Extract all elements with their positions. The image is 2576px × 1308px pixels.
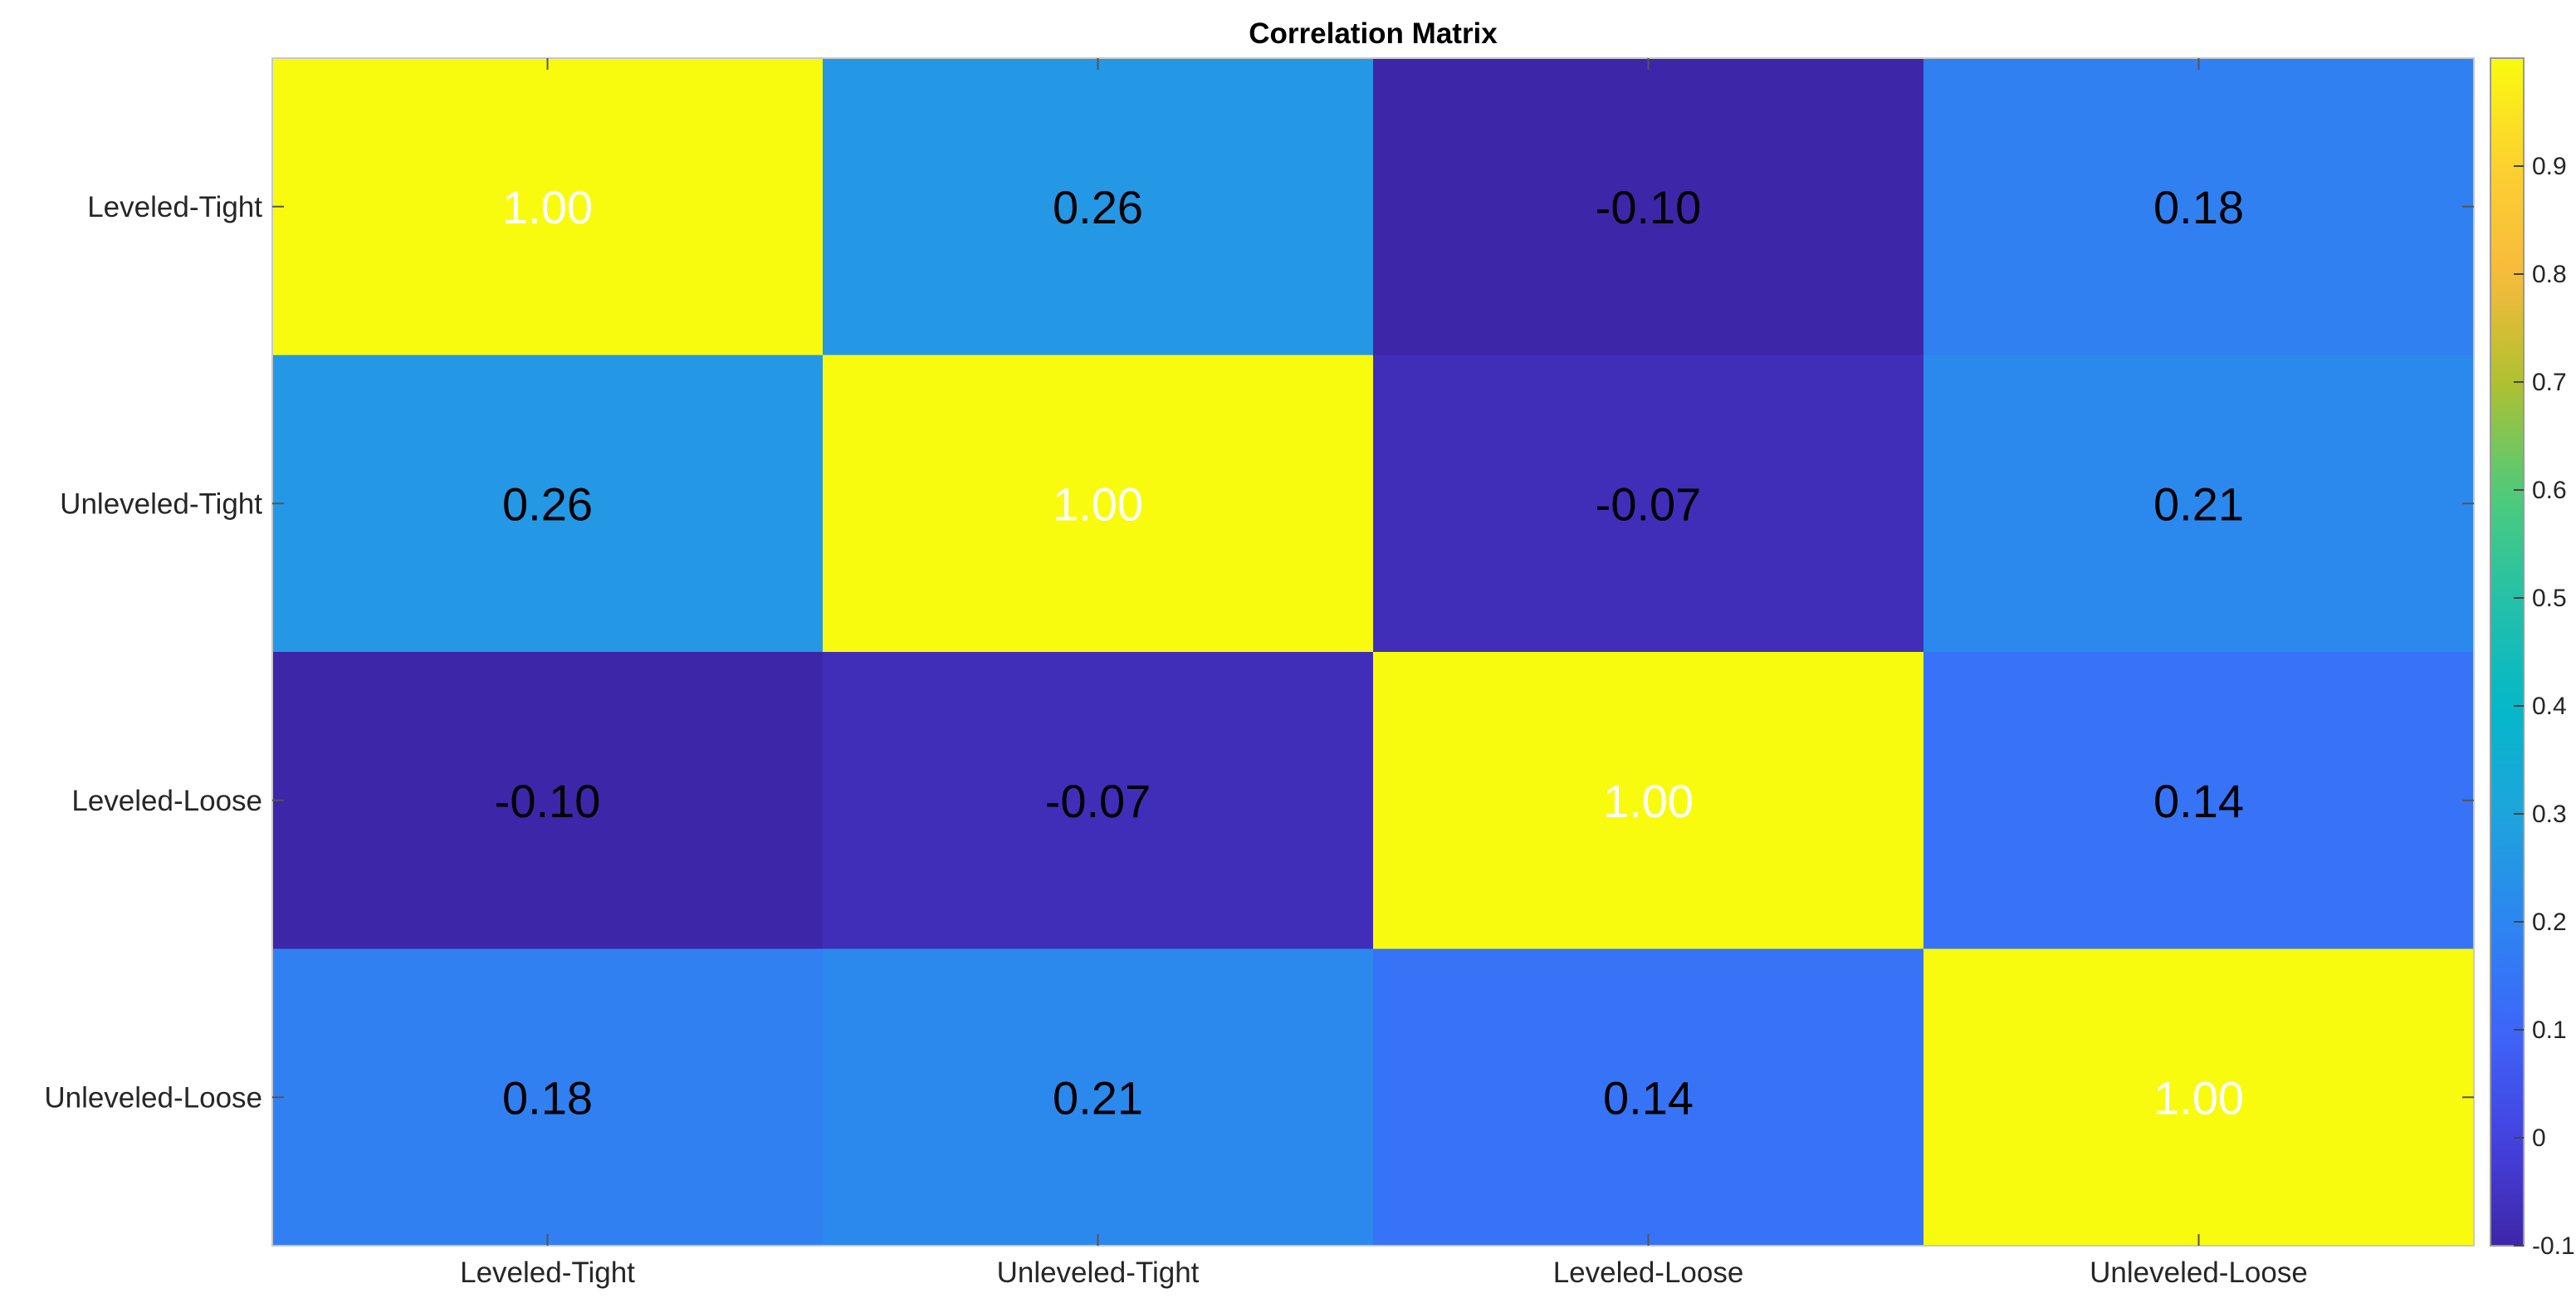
heatmap-cell [1373,58,1924,355]
heatmap-cell [272,355,824,653]
y-tick-label: Leveled-Tight [87,191,262,223]
y-tick-label: Unleveled-Loose [44,1081,262,1114]
colorbar-tick-label: 0.2 [2532,909,2567,936]
cell-value-label: 0.26 [502,478,593,530]
heatmap-cell [1373,355,1924,653]
colorbar-tick-label: 0.1 [2532,1017,2567,1044]
heatmap-cell [823,58,1374,355]
colorbar-tick-label: 0.9 [2532,153,2567,180]
heatmap-cell [1923,355,2475,653]
colorbar-tick-label: 0 [2532,1124,2546,1152]
x-tick-label: Unleveled-Tight [997,1257,1200,1289]
cell-value-label: 0.18 [2153,181,2244,233]
cell-value-label: 0.18 [502,1071,593,1124]
heatmap-cell [272,948,824,1247]
colorbar-tick-label: 0.3 [2532,801,2567,828]
cell-value-label: 0.14 [2153,775,2244,827]
heatmap-cell [1923,58,2475,355]
cell-value-label: 0.21 [2153,478,2244,530]
chart-title: Correlation Matrix [1249,17,1498,50]
heatmap-cell [272,652,824,949]
heatmap-cell [272,58,824,355]
cell-value-label: -0.07 [1596,478,1702,530]
heatmap-cell [823,355,1374,653]
x-tick-label: Leveled-Loose [1553,1257,1744,1289]
heatmap-cell [823,948,1374,1247]
cell-value-label: -0.10 [495,775,601,827]
colorbar-tick-label: 0.4 [2532,693,2567,720]
heatmap-cell [1923,652,2475,949]
colorbar-tick-label: -0.1 [2532,1232,2575,1260]
heatmap-cell [1923,948,2475,1247]
colorbar [2490,57,2525,1247]
x-tick-label: Leveled-Tight [460,1257,635,1289]
x-tick-label: Unleveled-Loose [2090,1257,2308,1289]
y-tick-label: Leveled-Loose [71,785,262,817]
cell-value-label: 0.26 [1053,181,1143,233]
heatmap-cell [823,652,1374,949]
heatmap-cell [1373,948,1924,1247]
heatmap-cell [1373,652,1924,949]
y-tick-label: Unleveled-Tight [60,487,262,520]
cell-value-label: 0.14 [1603,1071,1694,1124]
colorbar-tick-label: 0.6 [2532,477,2567,504]
cell-value-label: 1.00 [1053,478,1143,530]
cell-value-label: -0.07 [1045,775,1151,827]
cell-value-label: 1.00 [1603,775,1694,827]
cell-value-label: -0.10 [1596,181,1702,233]
cell-value-label: 1.00 [2153,1071,2244,1124]
cell-value-label: 1.00 [502,181,593,233]
cell-value-label: 0.21 [1053,1071,1143,1124]
colorbar-tick-label: 0.5 [2532,585,2567,612]
colorbar-tick-label: 0.7 [2532,369,2567,396]
colorbar-tick-label: 0.8 [2532,261,2567,288]
plot-frame [271,57,2475,1247]
